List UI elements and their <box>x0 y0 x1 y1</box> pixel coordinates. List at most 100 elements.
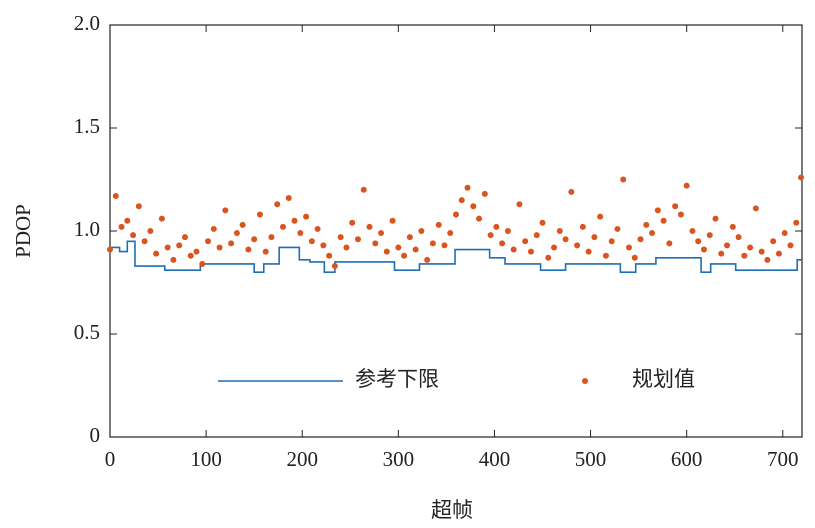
scatter-point <box>562 236 569 243</box>
legend-label: 参考下限 <box>355 367 439 391</box>
plot-frame <box>109 24 803 438</box>
scatter-point <box>130 232 137 239</box>
scatter-point <box>568 188 575 195</box>
scatter-point <box>153 250 160 257</box>
scatter-point <box>556 228 563 234</box>
scatter-point <box>504 228 511 234</box>
scatter-point <box>418 228 425 234</box>
scatter-point <box>453 211 459 218</box>
scatter-point <box>533 232 540 239</box>
x-axis-label: 超帧 <box>431 498 473 522</box>
scatter-point <box>170 256 177 263</box>
y-tick-label: 0.5 <box>74 320 100 344</box>
scatter-point <box>274 201 281 208</box>
scatter-point <box>700 246 707 253</box>
scatter-point <box>735 234 742 241</box>
scatter-point <box>614 225 621 232</box>
x-tick-label: 200 <box>286 447 318 471</box>
scatter-point <box>429 240 436 247</box>
scatter-point <box>147 228 154 234</box>
scatter-point <box>251 236 258 243</box>
scatter-point <box>401 252 408 259</box>
scatter-point <box>620 176 627 183</box>
x-tick-label: 100 <box>190 447 222 471</box>
scatter-point <box>793 219 800 226</box>
scatter-point <box>493 223 500 230</box>
scatter-point <box>297 230 304 237</box>
scatter-point <box>660 217 667 224</box>
scatter-point <box>222 207 229 214</box>
scatter-point <box>597 213 604 220</box>
scatter-point <box>787 242 794 249</box>
scatter-point <box>308 238 315 245</box>
scatter-point <box>199 260 206 267</box>
scatter-point <box>360 186 367 193</box>
scatter-point <box>383 248 390 255</box>
scatter-point <box>176 242 183 249</box>
scatter-point <box>470 203 477 210</box>
scatter-point <box>447 230 454 237</box>
scatter-point <box>752 205 759 212</box>
scatter-point <box>372 240 379 247</box>
scatter-point <box>435 221 442 228</box>
scatter-point <box>545 254 552 261</box>
scatter-point <box>712 215 719 222</box>
scatter-point <box>378 230 385 237</box>
scatter-point <box>441 242 448 249</box>
scatter-point <box>389 217 396 224</box>
scatter-point <box>487 232 494 239</box>
scatter-point <box>303 213 310 220</box>
scatter-point <box>262 248 269 255</box>
scatter-point <box>216 244 223 251</box>
scatter-point <box>464 184 471 191</box>
scatter-point <box>631 254 638 261</box>
scatter-point <box>637 236 644 243</box>
scatter-point <box>741 252 748 259</box>
scatter-point <box>683 182 690 189</box>
scatter-point <box>205 238 212 245</box>
scatter-point <box>366 223 373 230</box>
scatter-point <box>412 246 419 253</box>
scatter-point <box>135 203 142 210</box>
scatter-point <box>326 252 333 259</box>
scatter-point <box>476 215 483 222</box>
scatter-point <box>158 215 165 222</box>
scatter-point <box>591 234 598 241</box>
scatter-point <box>608 238 615 245</box>
scatter-point <box>256 211 263 218</box>
scatter-point <box>424 256 431 263</box>
y-tick-label: 2.0 <box>74 11 100 35</box>
scatter-point <box>798 174 805 181</box>
scatter-point <box>314 225 321 232</box>
x-tick-label: 0 <box>105 447 116 471</box>
scatter-point <box>291 217 298 224</box>
scatter-point <box>718 250 725 257</box>
scatter-point <box>481 190 488 197</box>
scatter-point <box>141 238 148 245</box>
legend-label: 规划值 <box>632 367 695 391</box>
y-tick-label: 1.5 <box>74 114 100 138</box>
scatter-point <box>764 256 771 263</box>
scatter-point <box>458 197 465 204</box>
scatter-point <box>193 248 200 255</box>
scatter-point <box>516 201 523 208</box>
scatter-point <box>539 219 546 226</box>
x-tick-label: 500 <box>575 447 607 471</box>
scatter-point <box>643 221 650 228</box>
scatter-point <box>770 238 777 245</box>
scatter-point <box>354 236 361 243</box>
scatter-point <box>775 250 782 257</box>
scatter-point <box>666 240 673 247</box>
scatter-point <box>187 252 194 259</box>
scatter-point <box>331 263 338 270</box>
scatter-point <box>579 223 586 230</box>
x-tick-label: 400 <box>479 447 511 471</box>
scatter-point <box>343 244 350 251</box>
scatter-point <box>118 223 125 230</box>
scatter-point <box>395 244 402 251</box>
scatter-point <box>181 234 188 241</box>
y-axis-label: PDOP <box>11 204 35 258</box>
x-tick-label: 600 <box>671 447 703 471</box>
scatter-point <box>510 246 517 253</box>
